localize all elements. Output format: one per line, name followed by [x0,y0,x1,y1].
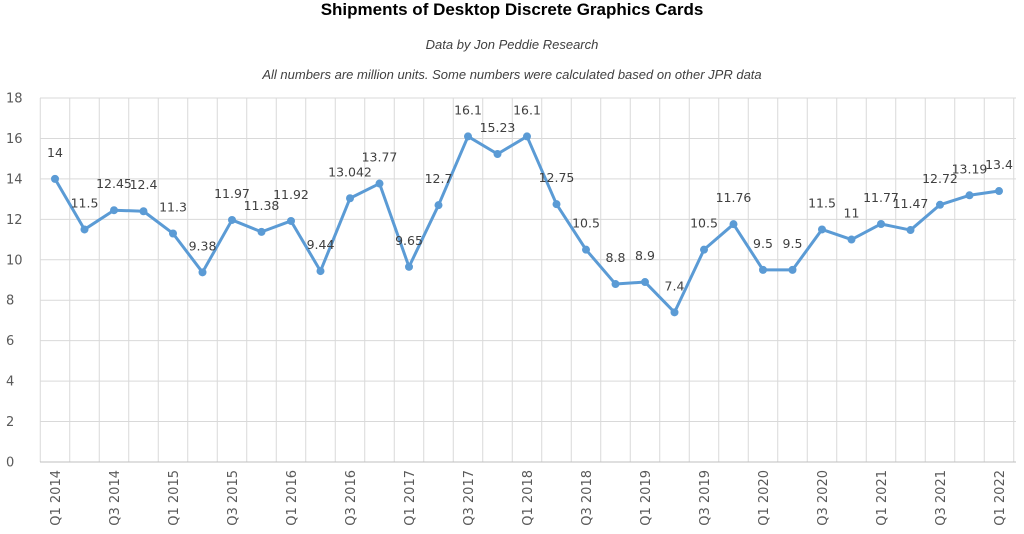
y-tick-label: 8 [6,294,14,309]
data-label: 16.1 [513,102,541,117]
data-label: 12.75 [539,170,575,185]
data-point [995,187,1003,196]
chart-subtitle-note: All numbers are million units. Some numb… [262,67,762,82]
data-label: 10.5 [572,216,600,231]
data-label: 9.38 [189,238,217,253]
data-point [346,194,354,203]
data-label: 16.1 [454,102,482,117]
data-label: 9.44 [307,237,335,252]
data-point [700,245,708,254]
x-tick-label: Q3 2017 [462,470,477,526]
data-label: 8.8 [606,250,626,265]
data-label: 14 [47,145,63,160]
data-label: 9.5 [753,236,773,251]
x-tick-label: Q3 2014 [108,470,123,526]
chart-subtitle-source: Data by Jon Peddie Research [425,37,599,52]
data-point [464,132,472,141]
x-tick-label: Q1 2016 [285,470,300,526]
data-point [847,235,856,244]
y-tick-label: 2 [6,415,14,430]
y-tick-label: 6 [6,334,14,349]
data-label: 11 [844,206,860,221]
data-point [51,174,59,183]
data-label: 12.72 [922,171,958,186]
x-tick-label: Q3 2019 [698,470,713,526]
y-tick-label: 12 [6,213,23,228]
data-point [523,132,531,141]
x-tick-label: Q3 2020 [816,470,831,526]
data-label: 12.45 [96,176,132,191]
data-label: 9.65 [395,233,423,248]
data-point [552,200,561,209]
data-label: 12.7 [425,171,453,186]
data-point [582,245,590,254]
x-tick-label: Q3 2021 [934,470,949,526]
data-label: 8.9 [635,248,655,263]
data-point [169,229,177,238]
data-label: 11.97 [214,186,250,201]
chart-title: Shipments of Desktop Discrete Graphics C… [320,0,704,19]
data-point [936,200,944,209]
data-point [287,216,295,225]
y-tick-label: 4 [6,375,14,390]
data-point [670,308,679,317]
data-point [759,265,767,274]
data-label: 11.3 [159,199,187,214]
data-label: 13.19 [952,161,988,176]
data-label: 15.23 [480,120,516,135]
data-point [375,179,384,188]
data-label: 11.92 [273,187,309,202]
data-label: 7.4 [665,278,685,293]
data-label: 13.042 [328,164,372,179]
data-point [493,150,502,159]
x-tick-label: Q1 2020 [757,470,772,526]
data-point [257,227,266,236]
data-point [228,215,236,224]
data-label: 13.77 [362,150,398,165]
data-point [80,225,89,234]
data-point [965,191,974,200]
data-point [110,206,118,215]
data-label: 13.4 [985,157,1013,172]
data-point [611,280,620,289]
data-point [906,226,915,235]
y-tick-label: 14 [6,172,23,187]
data-label: 11.76 [716,190,752,205]
data-point [818,225,826,234]
data-point [139,207,148,216]
data-point [198,268,207,277]
data-label: 11.38 [244,198,280,213]
x-tick-label: Q3 2015 [226,470,241,526]
data-label: 11.5 [808,195,836,210]
data-point [316,267,325,276]
x-tick-label: Q1 2022 [993,470,1008,526]
data-point [405,262,413,271]
data-label: 12.4 [130,177,158,192]
y-tick-label: 16 [6,132,23,147]
y-tick-label: 18 [6,92,23,107]
data-label: 9.5 [783,236,803,251]
data-label: 11.77 [863,190,899,205]
x-tick-label: Q1 2014 [49,470,64,526]
x-tick-label: Q3 2016 [344,470,359,526]
x-tick-label: Q1 2018 [521,470,536,526]
data-point [788,265,797,274]
data-label: 11.5 [71,195,99,210]
data-label: 10.5 [690,216,718,231]
x-tick-label: Q1 2019 [639,470,654,526]
data-point [641,278,649,287]
data-label: 11.47 [893,196,929,211]
x-tick-label: Q1 2017 [403,470,418,526]
y-tick-label: 0 [6,456,14,471]
y-tick-label: 10 [6,253,23,268]
data-point [434,201,443,210]
x-tick-label: Q1 2015 [167,470,182,526]
data-point [877,219,885,228]
data-point [729,220,738,229]
x-tick-label: Q3 2018 [580,470,595,526]
series-line [53,134,1001,314]
x-tick-label: Q1 2021 [875,470,890,526]
